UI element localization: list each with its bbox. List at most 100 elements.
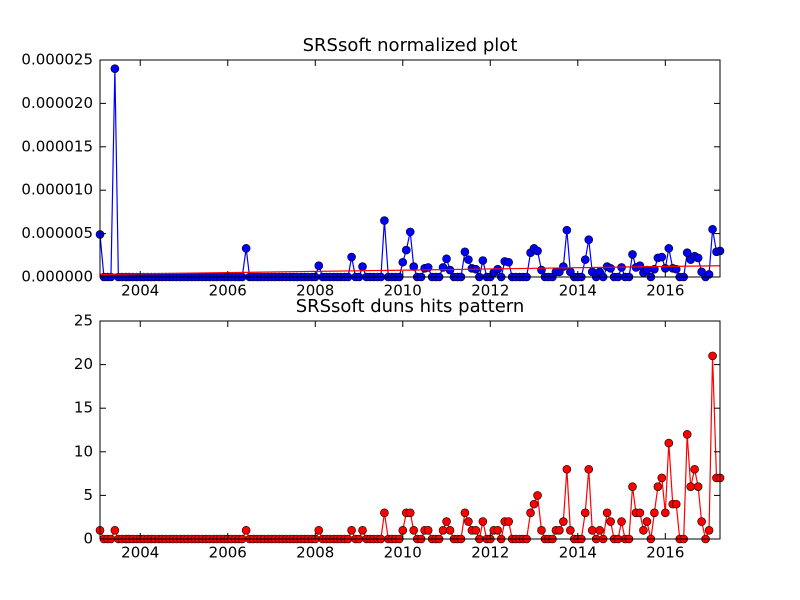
y-tick-label: 25 bbox=[74, 312, 93, 330]
y-tick-label: 0.000025 bbox=[21, 51, 93, 69]
chart-title: SRSsoft duns hits pattern bbox=[296, 296, 525, 317]
data-point bbox=[671, 264, 681, 274]
data-point bbox=[380, 216, 389, 225]
axes-frame bbox=[99, 320, 721, 540]
data-point bbox=[628, 250, 637, 259]
y-tick-label: 0.000020 bbox=[21, 94, 93, 112]
data-point bbox=[241, 525, 251, 535]
data-point bbox=[697, 517, 706, 526]
data-point bbox=[405, 508, 415, 518]
data-point bbox=[314, 525, 324, 535]
data-point bbox=[657, 473, 667, 483]
x-tick-label: 2010 bbox=[384, 282, 422, 300]
data-point bbox=[562, 225, 572, 235]
y-tick-label: 0.000000 bbox=[21, 268, 93, 286]
data-point bbox=[635, 261, 645, 271]
data-point bbox=[559, 517, 568, 526]
y-tick-label: 5 bbox=[83, 486, 93, 504]
data-point bbox=[693, 253, 703, 263]
data-point bbox=[110, 64, 120, 73]
series-line bbox=[99, 265, 721, 275]
x-tick-label: 2014 bbox=[559, 282, 597, 300]
data-point bbox=[682, 430, 692, 439]
data-point bbox=[671, 499, 681, 509]
data-point bbox=[442, 254, 451, 264]
data-point bbox=[347, 525, 356, 535]
data-point bbox=[639, 525, 648, 535]
x-tick-label: 2006 bbox=[209, 544, 247, 562]
data-point bbox=[606, 517, 615, 526]
data-point bbox=[664, 438, 674, 448]
data-point bbox=[690, 464, 699, 474]
x-tick-label: 2012 bbox=[471, 544, 509, 562]
data-point bbox=[708, 224, 717, 234]
data-point bbox=[693, 482, 703, 491]
data-point bbox=[602, 508, 612, 518]
y-tick-label: 15 bbox=[74, 399, 93, 417]
data-point bbox=[584, 235, 594, 244]
data-point bbox=[617, 517, 626, 526]
data-point bbox=[504, 257, 513, 267]
data-point bbox=[533, 491, 542, 500]
x-tick-label: 2016 bbox=[646, 282, 684, 300]
data-point bbox=[478, 517, 488, 526]
chart-title: SRSsoft normalized plot bbox=[303, 35, 518, 56]
data-point bbox=[562, 464, 572, 474]
data-point bbox=[464, 517, 473, 526]
data-point bbox=[642, 517, 652, 526]
data-point bbox=[686, 482, 695, 491]
data-point bbox=[464, 255, 473, 264]
data-point bbox=[460, 508, 470, 518]
data-point bbox=[555, 525, 564, 535]
data-point bbox=[657, 252, 667, 262]
y-tick-label: 20 bbox=[74, 355, 93, 373]
data-point bbox=[682, 248, 692, 257]
axes-frame bbox=[99, 59, 721, 278]
data-point bbox=[537, 525, 546, 535]
data-point bbox=[504, 517, 513, 526]
x-tick-label: 2012 bbox=[471, 282, 509, 300]
data-point bbox=[526, 508, 535, 518]
data-point bbox=[241, 244, 251, 253]
data-point bbox=[380, 508, 389, 518]
data-point bbox=[445, 525, 455, 535]
data-point bbox=[423, 525, 433, 535]
data-point bbox=[580, 255, 590, 264]
data-point bbox=[653, 482, 663, 491]
data-point bbox=[559, 262, 568, 271]
data-point bbox=[580, 508, 590, 518]
x-tick-label: 2006 bbox=[209, 282, 247, 300]
data-point bbox=[650, 508, 659, 518]
x-tick-label: 2004 bbox=[121, 544, 159, 562]
data-point bbox=[587, 525, 597, 535]
data-point bbox=[664, 244, 674, 253]
data-point bbox=[110, 525, 120, 535]
data-point bbox=[704, 525, 714, 535]
data-point bbox=[533, 246, 542, 256]
y-tick-label: 0.000005 bbox=[21, 224, 93, 242]
data-point bbox=[409, 525, 419, 535]
data-point bbox=[358, 262, 367, 271]
data-point bbox=[661, 508, 670, 518]
data-point bbox=[442, 517, 451, 526]
data-point bbox=[314, 261, 324, 271]
data-point bbox=[493, 525, 503, 535]
data-point bbox=[478, 256, 488, 265]
y-tick-label: 0 bbox=[83, 530, 93, 548]
data-point bbox=[704, 270, 714, 279]
data-point bbox=[398, 257, 408, 267]
y-tick-label: 0.000010 bbox=[21, 181, 93, 199]
x-tick-label: 2008 bbox=[296, 544, 334, 562]
y-tick-label: 10 bbox=[74, 442, 93, 460]
data-point bbox=[635, 508, 645, 518]
data-point bbox=[628, 482, 637, 491]
data-point bbox=[566, 525, 575, 535]
data-point bbox=[401, 245, 411, 255]
data-point bbox=[708, 351, 717, 361]
data-point bbox=[460, 247, 470, 257]
y-tick-label: 0.000015 bbox=[21, 137, 93, 155]
data-point bbox=[405, 227, 415, 237]
x-tick-label: 2014 bbox=[559, 544, 597, 562]
